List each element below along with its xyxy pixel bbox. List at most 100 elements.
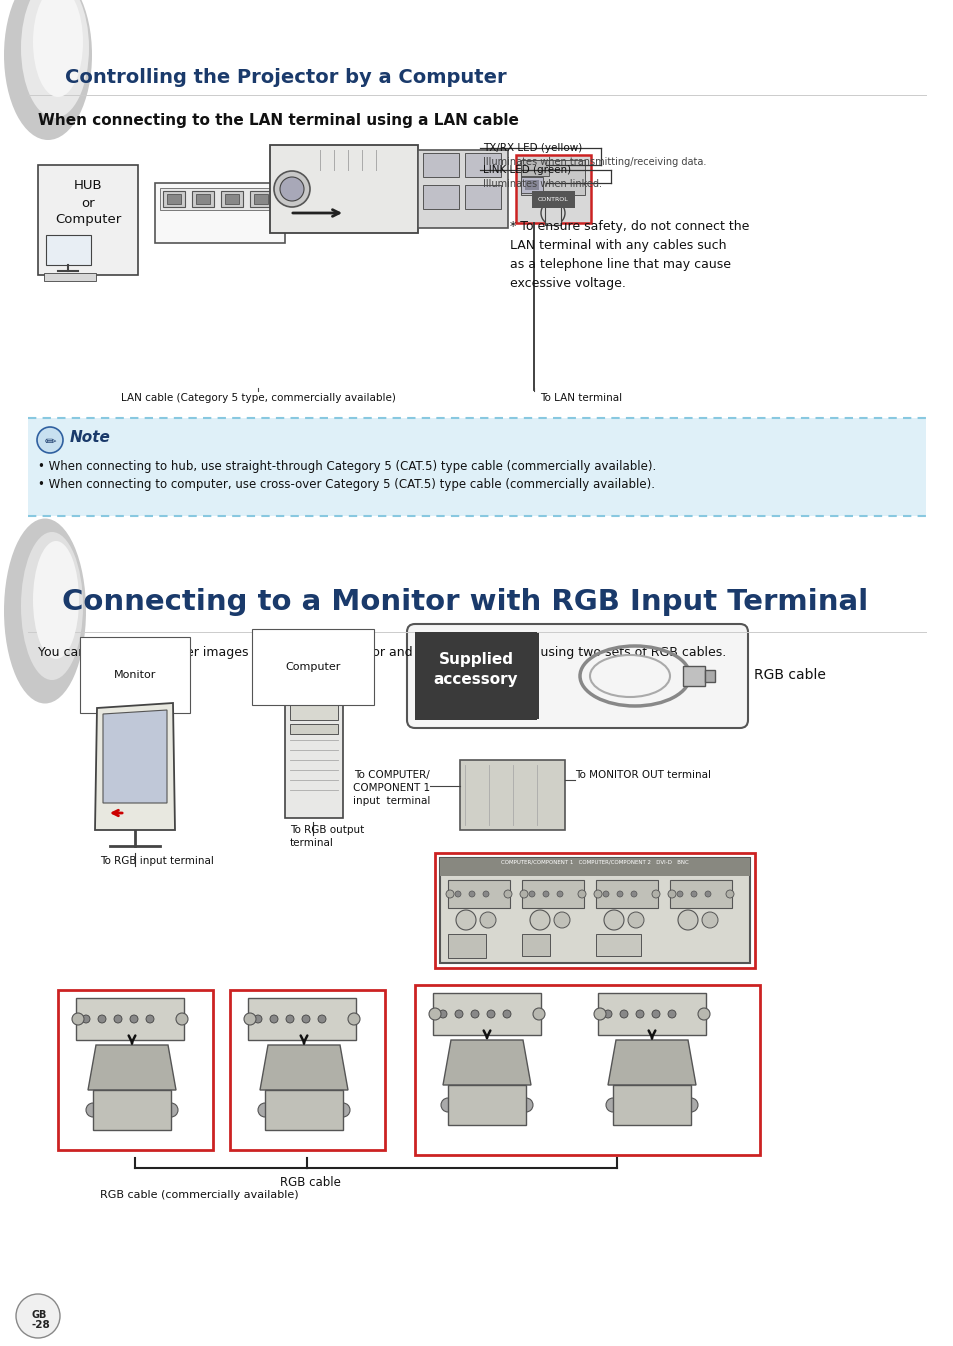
FancyBboxPatch shape [520,160,548,176]
Circle shape [86,1102,100,1117]
Circle shape [542,891,548,896]
Circle shape [146,1015,153,1023]
Text: GB: GB [32,1310,48,1320]
Circle shape [617,891,622,896]
Text: or: or [81,197,94,210]
Circle shape [37,427,63,454]
FancyBboxPatch shape [520,178,542,192]
Circle shape [519,890,527,898]
Text: Computer: Computer [285,662,340,672]
Circle shape [486,1010,495,1018]
FancyBboxPatch shape [439,857,749,962]
FancyBboxPatch shape [422,153,458,178]
FancyBboxPatch shape [524,180,538,190]
Circle shape [594,1008,605,1020]
Circle shape [482,891,489,896]
FancyBboxPatch shape [192,191,213,207]
FancyBboxPatch shape [417,149,507,227]
FancyBboxPatch shape [682,666,704,686]
Circle shape [455,891,460,896]
Circle shape [594,890,601,898]
Circle shape [578,890,585,898]
FancyBboxPatch shape [253,194,268,205]
Circle shape [530,910,550,930]
FancyBboxPatch shape [596,934,640,956]
Text: RGB cable: RGB cable [279,1176,340,1189]
Circle shape [244,1014,255,1026]
Polygon shape [607,1040,696,1085]
Text: Illuminates when linked.: Illuminates when linked. [482,179,601,188]
Circle shape [71,1014,84,1026]
Ellipse shape [21,0,89,118]
FancyBboxPatch shape [270,145,417,233]
Circle shape [82,1015,90,1023]
Circle shape [253,1015,262,1023]
Text: • When connecting to hub, use straight-through Category 5 (CAT.5) type cable (co: • When connecting to hub, use straight-t… [38,460,656,472]
Polygon shape [442,1040,531,1085]
FancyBboxPatch shape [407,625,747,728]
FancyBboxPatch shape [250,191,272,207]
Circle shape [704,891,710,896]
Circle shape [440,1098,455,1112]
FancyBboxPatch shape [459,760,564,830]
Circle shape [529,891,535,896]
Ellipse shape [4,518,86,704]
Text: Computer: Computer [55,213,121,226]
FancyBboxPatch shape [346,206,361,218]
Text: Illuminates when transmitting/receiving data.: Illuminates when transmitting/receiving … [482,157,705,167]
Text: * To ensure safety, do not connect the
LAN terminal with any cables such
as a te: * To ensure safety, do not connect the L… [510,219,749,289]
Circle shape [518,1098,533,1112]
Text: LAN cable (Category 5 type, commercially available): LAN cable (Category 5 type, commercially… [120,393,395,402]
Circle shape [438,1010,447,1018]
Circle shape [557,891,562,896]
Circle shape [270,1015,277,1023]
Text: COMPUTER/COMPONENT 1   COMPUTER/COMPONENT 2   DVI-D   BNC: COMPUTER/COMPONENT 1 COMPUTER/COMPONENT … [500,860,688,865]
Circle shape [113,1015,122,1023]
Circle shape [317,1015,326,1023]
FancyBboxPatch shape [613,1085,690,1125]
Text: ✏: ✏ [44,435,56,450]
FancyBboxPatch shape [448,1085,525,1125]
Text: To COMPUTER/: To COMPUTER/ [354,770,430,779]
Circle shape [554,913,569,927]
FancyBboxPatch shape [160,188,280,210]
Circle shape [302,1015,310,1023]
Text: Connecting to a Monitor with RGB Input Terminal: Connecting to a Monitor with RGB Input T… [62,588,867,616]
Text: Monitor: Monitor [113,670,156,680]
Circle shape [469,891,475,896]
Text: To RGB input terminal: To RGB input terminal [100,856,213,865]
Circle shape [627,913,643,927]
FancyBboxPatch shape [464,153,500,178]
Circle shape [502,1010,511,1018]
FancyBboxPatch shape [415,633,537,720]
Circle shape [690,891,697,896]
Text: CONTROL: CONTROL [537,197,568,202]
FancyBboxPatch shape [225,194,239,205]
Circle shape [540,201,564,225]
FancyBboxPatch shape [167,194,181,205]
Polygon shape [103,709,167,804]
FancyBboxPatch shape [516,155,590,223]
Circle shape [471,1010,478,1018]
FancyBboxPatch shape [290,704,337,720]
Text: Note: Note [70,429,111,446]
Circle shape [677,891,682,896]
FancyBboxPatch shape [448,934,485,958]
Circle shape [698,1008,709,1020]
Text: TX/RX LED (yellow): TX/RX LED (yellow) [482,143,581,153]
Circle shape [455,1010,462,1018]
FancyBboxPatch shape [221,191,243,207]
Circle shape [678,910,698,930]
FancyBboxPatch shape [339,201,368,223]
Polygon shape [95,703,174,830]
Circle shape [335,1102,350,1117]
Circle shape [429,1008,440,1020]
FancyBboxPatch shape [285,699,343,818]
FancyBboxPatch shape [704,670,714,682]
Circle shape [175,1014,188,1026]
FancyBboxPatch shape [544,205,560,225]
Text: To LAN terminal: To LAN terminal [539,393,621,402]
FancyBboxPatch shape [521,934,550,956]
FancyBboxPatch shape [38,166,138,275]
FancyBboxPatch shape [92,1090,171,1131]
